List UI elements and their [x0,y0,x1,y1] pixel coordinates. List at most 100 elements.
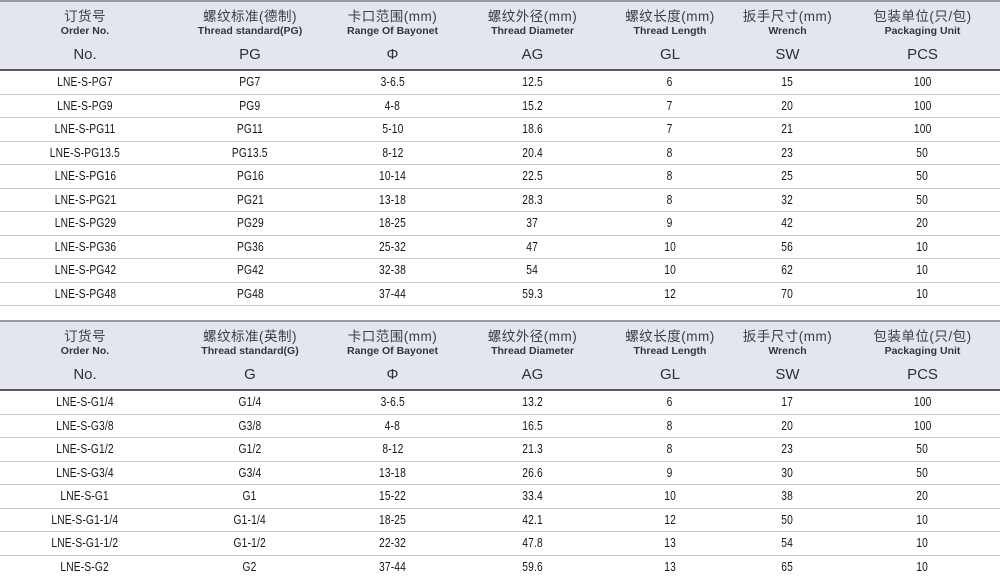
header-cell: 螺纹长度(mm) Thread Length GL [610,0,730,71]
header-row: 订货号 Order No. No. 螺纹标准(德制) Thread standard(P… [0,0,1000,71]
table-cell: LNE-S-G1/2 [0,437,170,462]
table-cell: 6 [610,70,730,95]
table-cell: PG9 [170,94,330,118]
table-cell: 42.1 [455,508,610,532]
header-label-zh: 螺纹长度(mm) [625,329,715,344]
table-cell: 10 [845,531,1000,556]
table-cell: 18.6 [455,117,610,142]
cell-value: 70 [781,286,794,301]
table-cell: G1-1/4 [170,508,330,532]
header-label-en: Packaging Unit [884,345,961,357]
cell-value: 100 [913,75,932,90]
header-symbol: GL [659,366,680,383]
header-cell: 螺纹长度(mm) Thread Length GL [610,320,730,391]
table-cell: 65 [730,555,845,577]
cell-value: LNE-S-PG11 [54,122,116,137]
header-label-zh: 螺纹标准(德制) [203,9,297,24]
header-cell: 订货号 Order No. No. [0,320,170,391]
cell-value: 7 [667,122,673,137]
table-cell: 38 [730,484,845,509]
header-symbol: PG [239,46,261,63]
cell-value: 20 [916,489,929,504]
cell-value: 13-18 [378,465,407,480]
header-cell: 卡口范围(mm) Range Of Bayonet Φ [330,320,455,391]
cell-value: G1/4 [238,395,262,410]
header-label-en: Thread standard(G) [201,345,299,357]
cell-value: 50 [781,512,794,527]
cell-value: 100 [913,98,932,113]
table-cell: 15-22 [330,484,455,509]
header-symbol: No. [73,366,97,383]
cell-value: 59.3 [522,286,543,301]
table-cell: G3/4 [170,461,330,485]
cell-value: 23 [781,145,794,160]
header-symbol: PCS [907,366,938,383]
table-cell: 8 [610,188,730,212]
cell-value: LNE-S-PG36 [54,239,116,254]
table-cell: G1/4 [170,390,330,415]
header-cell: 包装单位(只/包) Packaging Unit PCS [845,0,1000,71]
header-label-en: Wrench [768,25,807,37]
table-cell: 7 [610,117,730,142]
cell-value: 23 [781,442,794,457]
header-label-en: Thread standard(PG) [197,25,303,37]
table-cell: LNE-S-PG29 [0,211,170,236]
table-cell: 28.3 [455,188,610,212]
table-cell: 8 [610,141,730,165]
cell-value: 20 [781,418,794,433]
table-cell: 10 [610,484,730,509]
table-row: LNE-S-PG36 PG36 25-32 47 10 56 10 [0,235,1000,259]
table-row: LNE-S-G1/4 G1/4 3-6.5 13.2 6 17 100 [0,390,1000,415]
cell-value: 59.6 [522,559,543,574]
cell-value: LNE-S-G1-1/2 [51,536,119,551]
cell-value: 65 [781,559,794,574]
header-cell: 螺纹外径(mm) Thread Diameter AG [455,0,610,71]
cell-value: 8-12 [381,442,404,457]
table-row: LNE-S-G1-1/4 G1-1/4 18-25 42.1 12 50 10 [0,508,1000,532]
cell-value: PG29 [236,216,264,231]
table-cell: 9 [610,211,730,236]
header-label-zh: 螺纹标准(英制) [203,329,297,344]
table-gap [0,306,1000,320]
cell-value: 3-6.5 [380,75,405,90]
header-label-zh: 螺纹外径(mm) [487,9,578,24]
header-label-en: Range Of Bayonet [346,25,438,37]
cell-value: 4-8 [384,418,401,433]
cell-value: 8 [667,169,673,184]
cell-value: 22.5 [522,169,543,184]
table-cell: 7 [610,94,730,118]
cell-value: 42 [781,216,794,231]
cell-value: 20 [781,98,794,113]
cell-value: PG21 [236,192,264,207]
table-row: LNE-S-PG29 PG29 18-25 37 9 42 20 [0,211,1000,236]
cell-value: 9 [667,216,673,231]
cell-value: LNE-S-G3/8 [56,418,114,433]
table-row: LNE-S-G1 G1 15-22 33.4 10 38 20 [0,484,1000,509]
cell-value: LNE-S-PG16 [54,169,116,184]
cell-value: 25-32 [378,239,407,254]
header-label-zh: 订货号 [64,329,106,344]
g-spec-table: 订货号 Order No. No. 螺纹标准(英制) Thread standard(G… [0,320,1000,577]
table-cell: 21.3 [455,437,610,462]
table-cell: 8 [610,437,730,462]
cell-value: 10 [664,489,676,504]
header-label-zh: 扳手尺寸(mm) [742,9,833,24]
table-cell: 15.2 [455,94,610,118]
table-cell: 20 [730,94,845,118]
header-row: 订货号 Order No. No. 螺纹标准(英制) Thread standard(G… [0,320,1000,391]
table-cell: 50 [845,141,1000,165]
table-cell: 12.5 [455,70,610,95]
table-cell: 50 [845,188,1000,212]
header-symbol: Φ [386,46,399,63]
header-symbol: PCS [907,46,938,63]
header-label-en: Thread Length [633,25,707,37]
table-cell: LNE-S-PG13.5 [0,141,170,165]
table-cell: 10 [845,235,1000,259]
header-label-zh: 包装单位(只/包) [873,9,972,24]
header-cell: 卡口范围(mm) Range Of Bayonet Φ [330,0,455,71]
table-cell: 8 [610,414,730,438]
table-cell: 15 [730,70,845,95]
table-cell: 13-18 [330,188,455,212]
header-label-zh: 螺纹外径(mm) [487,329,578,344]
table-cell: 12 [610,508,730,532]
